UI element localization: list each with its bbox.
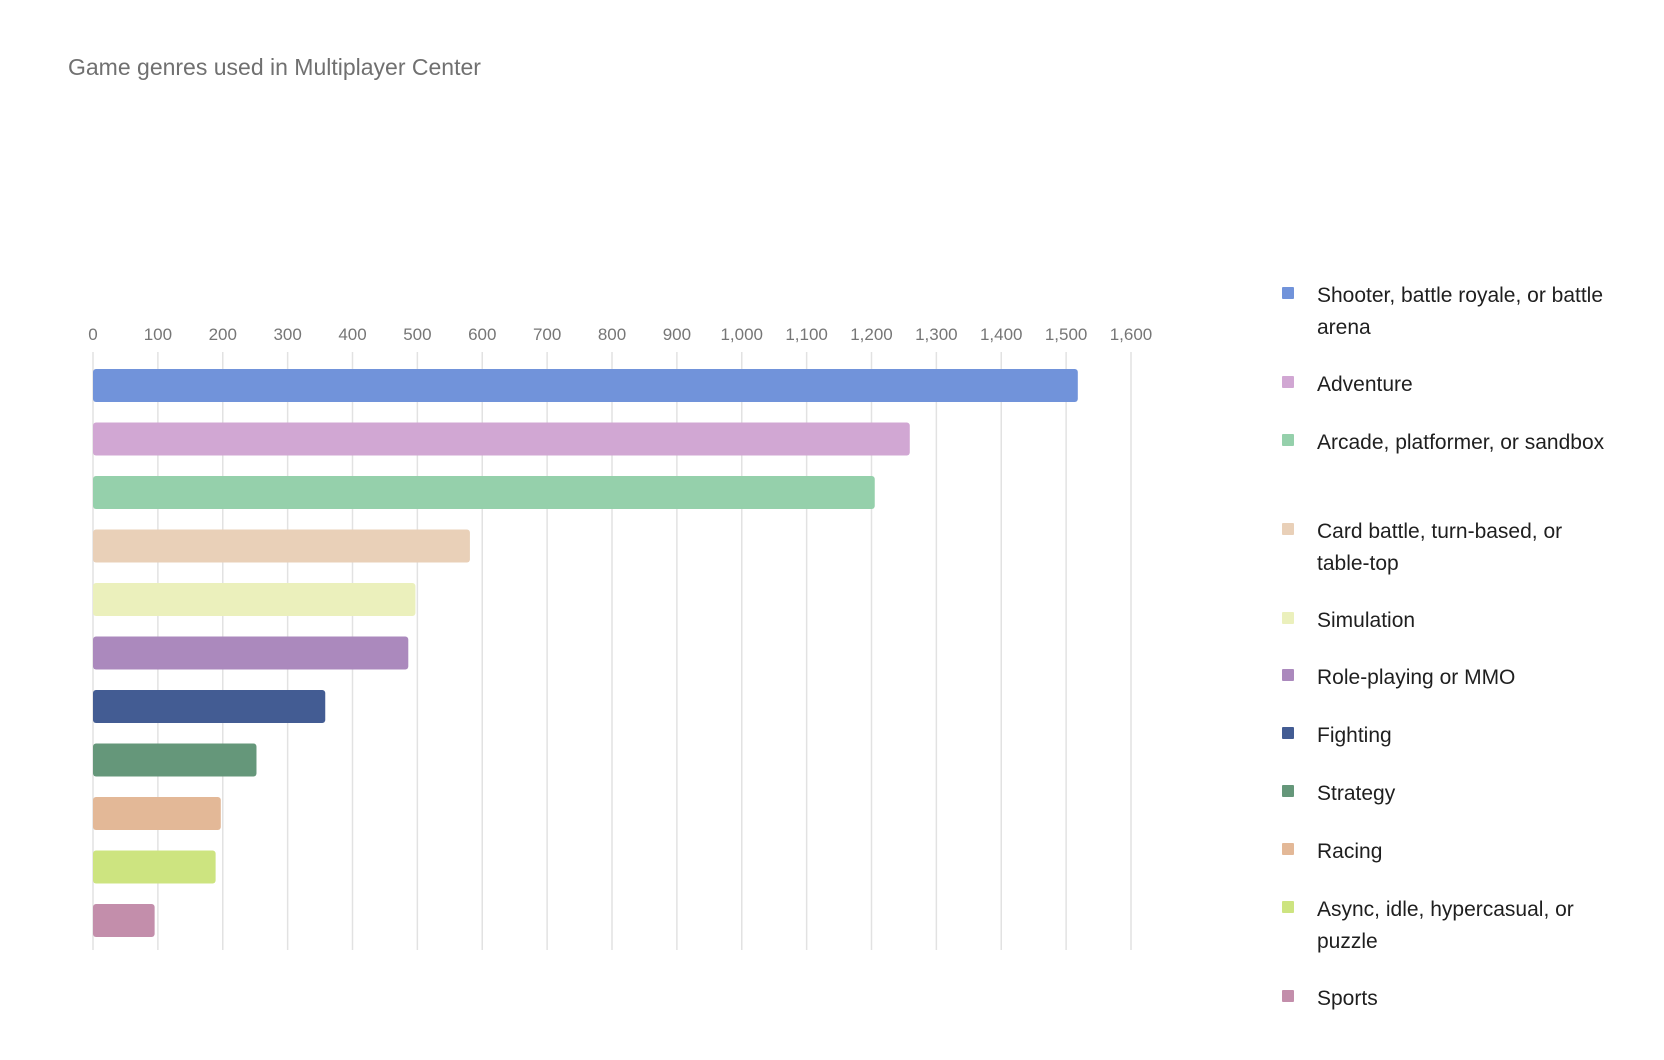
x-tick-label: 500 (403, 325, 431, 344)
bar[interactable] (93, 743, 257, 777)
legend-swatch (1282, 434, 1294, 446)
bar[interactable] (93, 529, 470, 563)
x-tick-label: 1,500 (1045, 325, 1088, 344)
legend-label: Shooter, battle royale, or battle arena (1317, 284, 1604, 339)
x-tick-label: 100 (144, 325, 172, 344)
x-tick-label: 1,200 (850, 325, 893, 344)
bar[interactable] (93, 636, 409, 670)
x-tick-label: 1,600 (1110, 325, 1153, 344)
x-tick-label: 400 (338, 325, 366, 344)
legend-label: Adventure (1317, 373, 1413, 396)
legend-swatch (1282, 669, 1294, 681)
bar[interactable] (93, 583, 416, 616)
x-tick-label: 900 (663, 325, 691, 344)
legend-swatch (1282, 785, 1294, 797)
bar[interactable] (93, 904, 155, 937)
chart-title: Game genres used in Multiplayer Center (68, 54, 481, 80)
legend-swatch (1282, 727, 1294, 739)
bar[interactable] (93, 422, 910, 456)
x-tick-label: 0 (88, 325, 97, 344)
bar[interactable] (93, 690, 326, 723)
x-tick-label: 1,100 (785, 325, 828, 344)
bar[interactable] (93, 476, 875, 509)
legend-swatch (1282, 990, 1294, 1002)
legend-label: Role-playing or MMO (1317, 666, 1516, 689)
legend-swatch (1282, 612, 1294, 624)
legend-label: Racing (1317, 840, 1383, 863)
x-axis-ticks: 0 100 200 300 400 500 600 700 800 900 1,000 1,100 1,… (88, 325, 1152, 344)
x-tick-label: 200 (209, 325, 237, 344)
x-tick-label: 1,000 (720, 325, 763, 344)
legend-label: Arcade, platformer, or sandbox (1317, 431, 1605, 454)
legend-swatch (1282, 843, 1294, 855)
x-tick-label: 300 (273, 325, 301, 344)
legend-swatch (1282, 287, 1294, 299)
bar[interactable] (93, 850, 216, 884)
bar[interactable] (93, 797, 221, 830)
x-tick-label: 700 (533, 325, 561, 344)
legend-swatch (1282, 376, 1294, 388)
bars (93, 369, 1078, 937)
bar[interactable] (93, 369, 1078, 402)
x-tick-label: 800 (598, 325, 626, 344)
legend-swatch (1282, 901, 1294, 913)
x-tick-label: 1,300 (915, 325, 958, 344)
legend-label: Fighting (1317, 724, 1392, 747)
bar-chart: 0 100 200 300 400 500 600 700 800 900 1,000 1,100 1,… (88, 325, 1152, 950)
legend-label: Strategy (1317, 782, 1396, 805)
legend-swatch (1282, 523, 1294, 535)
x-tick-label: 1,400 (980, 325, 1023, 344)
legend-label: Simulation (1317, 609, 1416, 632)
legend-label: Card battle, turn-based, or table-top (1317, 520, 1563, 575)
legend-label: Sports (1317, 987, 1378, 1010)
x-tick-label: 600 (468, 325, 496, 344)
legend-label: Async, idle, hypercasual, or puzzle (1317, 898, 1574, 953)
